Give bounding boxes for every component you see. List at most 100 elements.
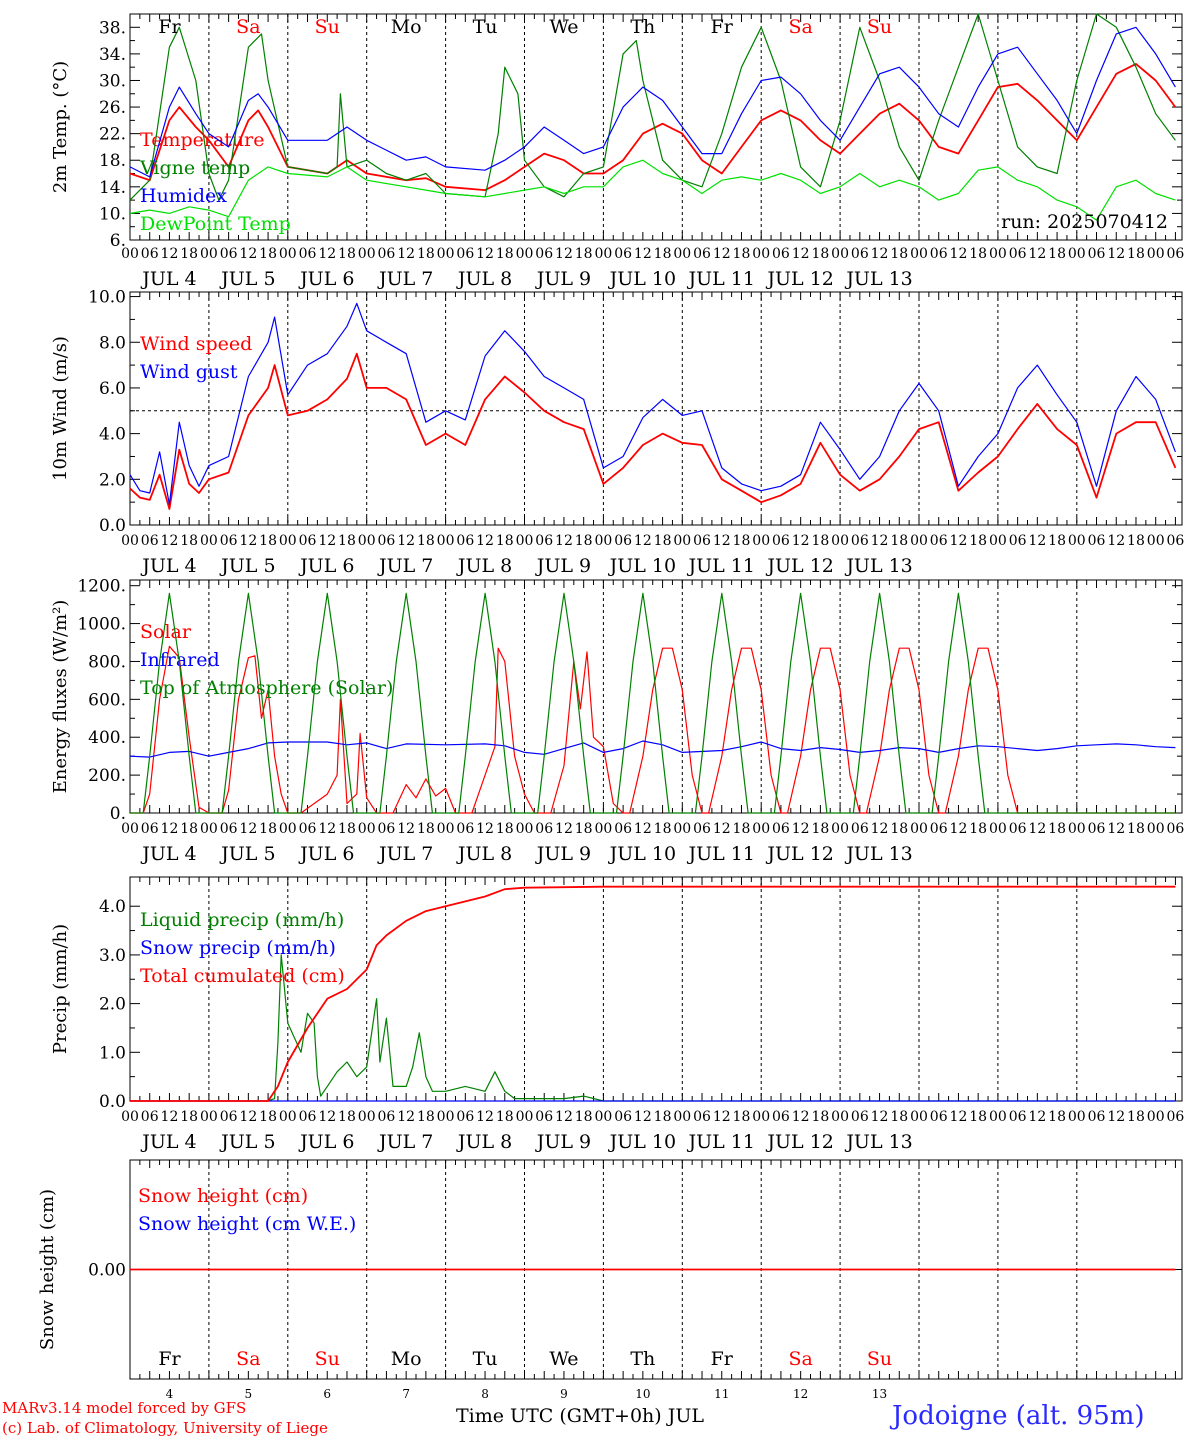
- date-label: JUL 10: [608, 1131, 676, 1153]
- hour-tick-label: 12: [555, 246, 573, 262]
- hour-tick-label: 06: [1167, 1109, 1185, 1125]
- y-tick-label: 200.: [88, 766, 126, 786]
- hour-tick-label: 12: [950, 246, 968, 262]
- series-line-temperature: [129, 63, 1177, 191]
- hour-tick-label: 00: [910, 533, 928, 549]
- panel-4: 0.0 1.0 2.0 3.0 4.0 Precip (mm/h) Liquid preci…: [50, 876, 1185, 1153]
- day-number-label: 5: [245, 1387, 253, 1401]
- hour-tick-label: 12: [871, 821, 889, 837]
- y-tick-label: 10.0: [88, 288, 126, 308]
- hour-tick-label: 12: [792, 533, 810, 549]
- hour-tick-label: 06: [772, 821, 790, 837]
- hour-tick-label: 00: [437, 1109, 455, 1125]
- hour-tick-label: 00: [1068, 246, 1086, 262]
- series-line-vigne-temp: [129, 13, 1176, 201]
- series-line-infrared: [129, 740, 1176, 758]
- day-name-label: Fr: [158, 16, 181, 38]
- hour-tick-label: 00: [673, 821, 691, 837]
- hour-tick-label: 12: [476, 246, 494, 262]
- hour-tick-label: 00: [910, 1109, 928, 1125]
- y-tick-label: 4.0: [99, 897, 126, 917]
- date-label: JUL 10: [608, 555, 676, 577]
- hour-tick-label: 00: [516, 1109, 534, 1125]
- hour-tick-label: 06: [535, 1109, 553, 1125]
- y-axis-title: 10m Wind (m/s): [50, 336, 71, 481]
- date-label: JUL 13: [844, 1131, 912, 1153]
- legend-entry: Liquid precip (mm/h): [140, 909, 344, 931]
- date-label: JUL 7: [377, 268, 433, 290]
- y-tick-label: 6.: [110, 231, 126, 251]
- hour-tick-label: 06: [220, 1109, 238, 1125]
- day-name-label: Mo: [391, 16, 422, 38]
- hour-tick-label: 18: [180, 821, 198, 837]
- hour-tick-label: 18: [575, 821, 593, 837]
- date-label: JUL 4: [140, 268, 196, 290]
- credit-line-2: (c) Lab. of Climatology, University of L…: [2, 1419, 328, 1437]
- panel-1: 6. 10. 14. 18. 22. 26. 30. 34. 38. 2m Temp. (°C) T…: [50, 13, 1184, 290]
- hour-tick-label: 00: [437, 533, 455, 549]
- hour-tick-label: 18: [180, 533, 198, 549]
- hour-tick-label: 06: [299, 533, 317, 549]
- hour-tick-label: 18: [259, 1109, 277, 1125]
- y-tick-label: 22.: [99, 125, 126, 145]
- series-line-top-of-atmosphere-solar-: [130, 592, 1176, 814]
- hour-tick-label: 18: [496, 246, 514, 262]
- date-label: JUL 9: [535, 268, 591, 290]
- hour-tick-label: 18: [811, 821, 829, 837]
- hour-tick-label: 18: [733, 246, 751, 262]
- day-name-label: We: [549, 16, 578, 38]
- hour-tick-label: 18: [496, 821, 514, 837]
- hour-tick-label: 12: [634, 821, 652, 837]
- day-name-label: Sa: [788, 16, 812, 38]
- day-number-label: 8: [481, 1387, 489, 1401]
- hour-tick-label: 12: [634, 246, 652, 262]
- hour-tick-label: 00: [358, 533, 376, 549]
- date-label: JUL 5: [219, 555, 275, 577]
- hour-tick-label: 18: [575, 1109, 593, 1125]
- hour-tick-label: 06: [141, 1109, 159, 1125]
- hour-tick-label: 12: [950, 533, 968, 549]
- hour-tick-label: 12: [1028, 1109, 1046, 1125]
- date-label: JUL 8: [456, 843, 512, 865]
- legend-entry: Snow precip (mm/h): [140, 937, 336, 959]
- date-label: JUL 5: [219, 843, 275, 865]
- credit-line-1: MARv3.14 model forced by GFS: [2, 1399, 247, 1417]
- date-label: JUL 5: [219, 268, 275, 290]
- hour-tick-label: 00: [752, 246, 770, 262]
- date-label: JUL 6: [298, 843, 354, 865]
- hour-tick-label: 00: [594, 1109, 612, 1125]
- hour-tick-label: 12: [634, 1109, 652, 1125]
- hour-tick-label: 06: [1088, 533, 1106, 549]
- date-label: JUL 11: [687, 843, 755, 865]
- hour-tick-label: 00: [594, 821, 612, 837]
- day-name-label: Th: [630, 1348, 655, 1370]
- hour-tick-label: 06: [930, 246, 948, 262]
- day-name-label: Su: [315, 16, 340, 38]
- hour-tick-label: 06: [299, 246, 317, 262]
- day-number-label: 11: [714, 1387, 729, 1401]
- hour-tick-label: 06: [535, 821, 553, 837]
- hour-tick-label: 06: [851, 821, 869, 837]
- hour-tick-label: 06: [535, 246, 553, 262]
- hour-tick-label: 12: [1028, 246, 1046, 262]
- hour-tick-label: 00: [279, 821, 297, 837]
- hour-tick-label: 12: [161, 246, 179, 262]
- y-tick-label: 2.0: [99, 995, 126, 1015]
- date-label: JUL 4: [140, 1131, 196, 1153]
- series-line-total-cumulated-cm-: [130, 885, 1176, 1102]
- hour-tick-label: 12: [713, 533, 731, 549]
- date-label: JUL 5: [219, 1131, 275, 1153]
- y-tick-label: 400.: [88, 728, 126, 748]
- y-axis-title: Snow height (cm): [37, 1189, 58, 1350]
- hour-tick-label: 18: [1048, 533, 1066, 549]
- hour-tick-label: 06: [851, 1109, 869, 1125]
- day-name-label: Tu: [473, 1348, 498, 1370]
- date-label: JUL 10: [608, 268, 676, 290]
- hour-tick-label: 18: [575, 533, 593, 549]
- legend-entry: Humidex: [140, 185, 227, 207]
- hour-tick-label: 18: [496, 533, 514, 549]
- hour-tick-label: 06: [299, 821, 317, 837]
- hour-tick-label: 00: [989, 821, 1007, 837]
- hour-tick-label: 12: [713, 821, 731, 837]
